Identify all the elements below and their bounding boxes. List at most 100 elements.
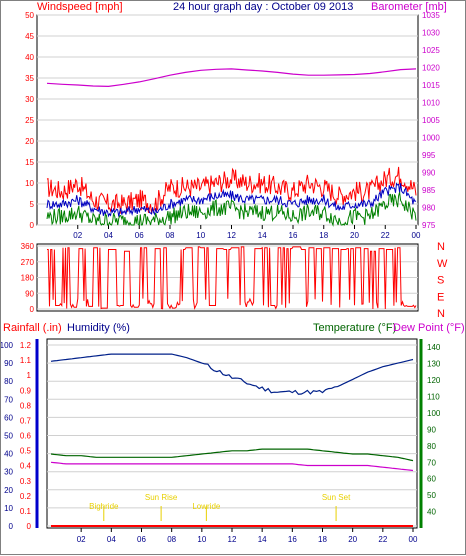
- wind-direction-line: [47, 246, 417, 311]
- windspeed-tick-label: 30: [25, 95, 34, 104]
- windspeed-tick-label: 10: [25, 179, 34, 188]
- temperature-tick-label: 100: [427, 409, 441, 418]
- temperature-tick-label: 80: [427, 442, 436, 451]
- sun-tide-markers: Bighride Sun Rise Lowride Sun Set: [89, 493, 351, 521]
- humidity-line: [50, 353, 414, 395]
- humidity-tick-label: 40: [4, 450, 13, 459]
- x-tick-label: 06: [137, 535, 146, 544]
- wind-series: [46, 68, 417, 227]
- direction-tick-label: 360: [21, 242, 35, 251]
- direction-tick-label: 90: [25, 289, 34, 298]
- temperature-tick-label: 50: [427, 491, 436, 500]
- x-tick-label: 04: [107, 535, 116, 544]
- chart-title: 24 hour graph day : October 09 2013: [173, 1, 353, 13]
- compass-label: E: [437, 291, 444, 303]
- direction-axis: 0 90 180 270 360: [21, 242, 35, 314]
- barometer-tick-label: 1010: [422, 99, 440, 108]
- x-tick-label: 16: [288, 535, 297, 544]
- humidity-tick-label: 30: [4, 468, 13, 477]
- windspeed-tick-label: 0: [30, 221, 35, 230]
- x-tick-label: 06: [135, 231, 144, 240]
- x-tick-label: 16: [289, 231, 298, 240]
- temperature-tick-label: 40: [427, 508, 436, 517]
- x-tick-label: 22: [378, 535, 387, 544]
- dewpoint-axis-title: Dew Point (°F): [393, 322, 465, 334]
- temperature-tick-label: 110: [427, 393, 440, 402]
- barometer-tick-label: 980: [422, 204, 436, 213]
- direction-tick-label: 180: [21, 274, 35, 283]
- rainfall-tick-label: 0.6: [20, 432, 32, 441]
- humidity-tick-label: 20: [4, 486, 13, 495]
- humidity-tick-label: 90: [4, 359, 13, 368]
- temperature-tick-label: 130: [427, 360, 441, 369]
- rainfall-tick-label: 0.7: [20, 416, 32, 425]
- windspeed-tick-label: 40: [25, 53, 34, 62]
- humidity-tick-label: 80: [4, 377, 13, 386]
- x-tick-label: 08: [167, 535, 176, 544]
- direction-tick-label: 0: [30, 305, 35, 314]
- rainfall-tick-label: 1: [27, 371, 32, 380]
- wind-panel-grid: [37, 14, 418, 226]
- x-tick-label: 18: [319, 231, 328, 240]
- rainfall-tick-label: 0.5: [20, 447, 32, 456]
- x-tick-label: 04: [104, 231, 113, 240]
- temperature-line: [50, 448, 414, 462]
- lower-x-axis: 02 04 06 08 10 12 14 16 18 20 22 00: [77, 528, 418, 544]
- humidity-tick-label: 70: [4, 395, 13, 404]
- rainfall-tick-label: 0.8: [20, 401, 32, 410]
- marker-label: Sun Set: [322, 493, 351, 502]
- barometer-tick-label: 990: [422, 169, 436, 178]
- humidity-axis-title: Humidity (%): [67, 322, 130, 334]
- compass-label: N: [437, 308, 445, 320]
- barometer-tick-label: 1020: [422, 64, 440, 73]
- x-tick-label: 12: [227, 231, 236, 240]
- x-tick-label: 02: [73, 231, 82, 240]
- windspeed-axis: 0 5 10 15 20 25 30 35 40 45 50: [25, 11, 34, 230]
- marker-label: Sun Rise: [145, 493, 178, 502]
- windspeed-tick-label: 15: [25, 158, 34, 167]
- x-tick-label: 14: [258, 231, 267, 240]
- barometer-tick-label: 1035: [422, 11, 440, 20]
- rain-humidity-panel: [46, 338, 418, 529]
- rainfall-tick-label: 1.1: [20, 356, 32, 365]
- windspeed-tick-label: 50: [25, 11, 34, 20]
- windspeed-tick-label: 5: [30, 200, 35, 209]
- marker-label: Lowride: [192, 502, 221, 511]
- rain-humidity-axis: 0 0.1 0.2 0.3 0.4 0.5 0.6 0.7 0.8 0.9 1 1.1 1.2 0 10 20…: [1, 339, 39, 531]
- humidity-tick-label: 0: [9, 522, 14, 531]
- rainfall-tick-label: 0.1: [20, 507, 32, 516]
- x-tick-label: 20: [350, 231, 359, 240]
- windspeed-tick-label: 20: [25, 137, 34, 146]
- rainfall-tick-label: 0: [27, 522, 32, 531]
- temperature-tick-label: 60: [427, 475, 436, 484]
- lower-panel-grid: [47, 344, 417, 527]
- barometer-tick-label: 1005: [422, 116, 440, 125]
- x-tick-label: 18: [318, 535, 327, 544]
- direction-series: [47, 246, 417, 311]
- barometer-line: [46, 68, 417, 88]
- lower-series: [50, 353, 414, 527]
- windspeed-tick-label: 45: [25, 32, 34, 41]
- windspeed-tick-label: 35: [25, 74, 34, 83]
- rainfall-axis-title: Rainfall (.in): [3, 322, 62, 334]
- x-tick-label: 10: [196, 231, 205, 240]
- barometer-tick-label: 975: [422, 221, 436, 230]
- wind-gust-line: [46, 166, 417, 214]
- barometer-axis: 975 980 985 990 995 1000 1005 1010 1015 1020 1025 1…: [422, 11, 440, 230]
- temperature-tick-label: 140: [427, 343, 441, 352]
- marker-label: Bighride: [89, 502, 119, 511]
- rainfall-tick-label: 0.3: [20, 477, 32, 486]
- barometer-axis-title: Barometer [mb]: [371, 1, 447, 13]
- humidity-tick-label: 100: [1, 341, 14, 350]
- rainfall-tick-label: 0.4: [20, 462, 32, 471]
- barometer-tick-label: 1000: [422, 134, 440, 143]
- x-tick-label: 14: [258, 535, 267, 544]
- temperature-axis: 40 50 60 70 80 90 100 110 120 130 140: [419, 339, 441, 528]
- rainfall-tick-label: 1.2: [20, 341, 32, 350]
- x-tick-label: 08: [166, 231, 175, 240]
- rainfall-tick-label: 0.2: [20, 492, 32, 501]
- compass-label: N: [437, 241, 445, 253]
- humidity-tick-label: 50: [4, 432, 13, 441]
